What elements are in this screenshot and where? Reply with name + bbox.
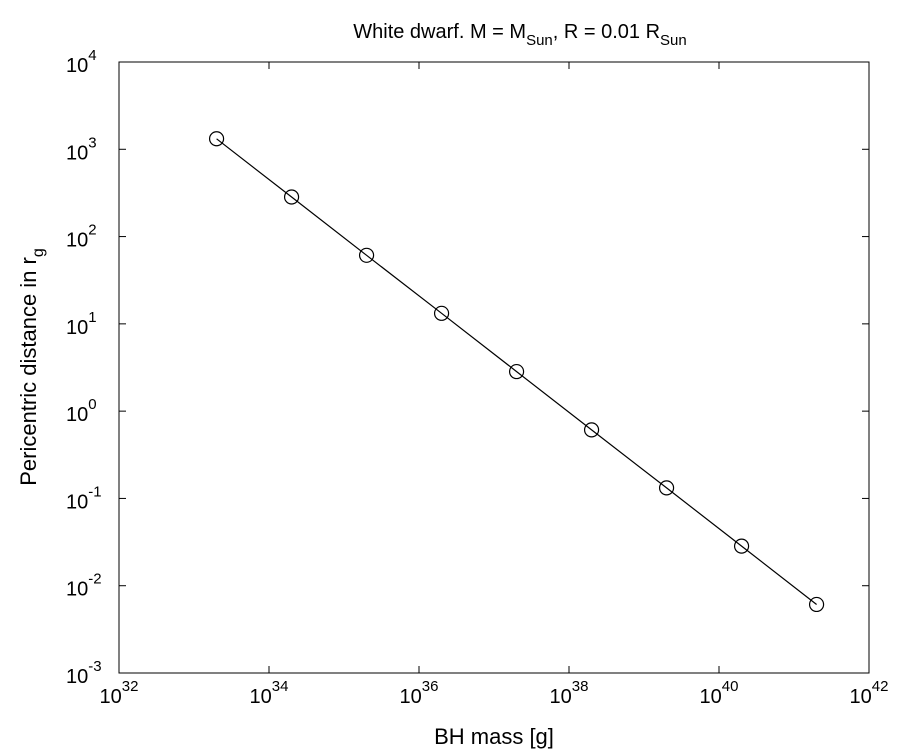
data-point (733, 538, 750, 554)
x-tick-label: 1034 (250, 678, 289, 708)
x-tick-label: 1036 (400, 678, 439, 708)
chart-title-main: White dwarf. M = M (353, 21, 526, 43)
data-point (358, 247, 375, 263)
y-tick-label: 100 (66, 396, 97, 426)
data-point (808, 596, 825, 613)
x-tick-base: 10 (700, 686, 722, 708)
y-tick-label: 104 (66, 47, 97, 77)
x-tick-label: 1042 (850, 678, 889, 708)
y-tick-label: 10-1 (66, 483, 102, 513)
y-tick-base: 10 (66, 142, 88, 164)
chart-title-sub1: Sun (526, 32, 553, 49)
y-tick-exp: 0 (88, 396, 96, 413)
y-tick-exp: -2 (88, 571, 101, 588)
x-axis-label: BH mass [g] (434, 724, 554, 749)
chart-title-mid: , R = 0.01 R (553, 21, 660, 43)
data-point (508, 363, 525, 380)
x-tick-base: 10 (400, 686, 422, 708)
y-tick-label: 102 (66, 222, 97, 252)
x-tick-label: 1038 (550, 678, 589, 708)
y-tick-exp: 2 (88, 222, 96, 239)
x-tick-base: 10 (250, 686, 272, 708)
y-tick-base: 10 (66, 55, 88, 77)
chart-title: White dwarf. M = MSun, R = 0.01 RSun (353, 21, 687, 49)
x-tick-base: 10 (850, 686, 872, 708)
y-tick-base: 10 (66, 491, 88, 513)
y-tick-base: 10 (66, 404, 88, 426)
y-tick-exp: 3 (88, 134, 96, 151)
y-tick-base: 10 (66, 230, 88, 252)
x-tick-exp: 36 (422, 678, 439, 695)
y-tick-base: 10 (66, 666, 88, 688)
y-axis-label: Pericentric distance in rg (16, 248, 47, 486)
x-tick-base: 10 (550, 686, 572, 708)
y-tick-exp: 1 (88, 309, 96, 326)
data-points (208, 131, 825, 613)
data-point (658, 480, 675, 496)
x-tick-exp: 34 (272, 678, 289, 695)
y-tick-exp: -3 (88, 658, 101, 675)
data-point (433, 305, 450, 321)
tick-marks (118, 61, 870, 674)
data-point (283, 189, 300, 205)
y-tick-label: 103 (66, 134, 97, 164)
series-line (216, 138, 817, 605)
x-tick-exp: 42 (872, 678, 889, 695)
x-tick-exp: 38 (572, 678, 589, 695)
y-tick-label: 101 (66, 309, 97, 339)
x-tick-labels: 1032 1034 1036 1038 1040 1042 (100, 678, 889, 708)
y-tick-exp: 4 (88, 47, 96, 64)
x-tick-label: 1040 (700, 678, 739, 708)
x-tick-base: 10 (100, 686, 122, 708)
y-tick-base: 10 (66, 317, 88, 339)
plot-area (118, 61, 870, 674)
chart-title-sub2: Sun (660, 32, 687, 49)
data-point (208, 131, 225, 147)
data-point (583, 422, 600, 438)
y-axis-label-sub: g (30, 248, 47, 257)
y-tick-label: 10-2 (66, 571, 102, 601)
x-tick-label: 1032 (100, 678, 139, 708)
x-tick-exp: 32 (122, 678, 139, 695)
y-tick-base: 10 (66, 579, 88, 601)
y-axis-label-main: Pericentric distance in r (16, 257, 41, 486)
y-tick-exp: -1 (88, 483, 101, 500)
y-tick-label: 10-3 (66, 658, 102, 688)
x-tick-exp: 40 (722, 678, 739, 695)
